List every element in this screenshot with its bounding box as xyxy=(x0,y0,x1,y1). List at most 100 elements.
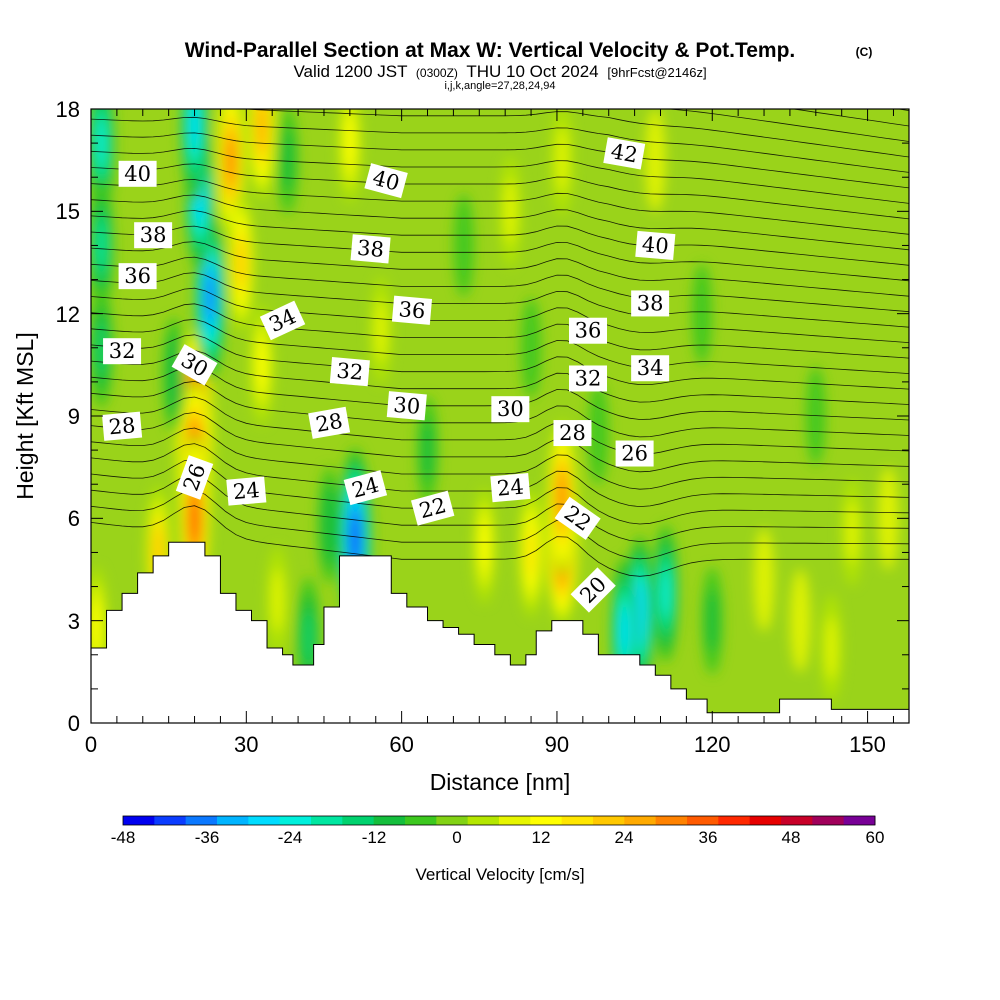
colorbar-swatch xyxy=(248,816,281,825)
isentrope-line xyxy=(91,303,909,359)
contour-label: 24 xyxy=(490,473,531,503)
contour-label-box xyxy=(410,490,455,526)
colorbar-swatch xyxy=(436,816,469,825)
y-tick-label: 3 xyxy=(68,609,80,634)
velocity-feature xyxy=(324,498,335,552)
velocity-feature xyxy=(96,118,106,168)
velocity-feature xyxy=(350,514,360,564)
contour-label: 22 xyxy=(410,490,455,526)
contour-label-box xyxy=(491,396,530,423)
contour-label-box xyxy=(615,440,654,467)
y-axis-title: Height [Kft MSL] xyxy=(12,332,38,499)
colorbar-tick-label: -36 xyxy=(195,828,220,847)
contour-label-text: 32 xyxy=(109,339,136,363)
valid-time: Valid 1200 JST xyxy=(293,62,407,81)
contour-label-box xyxy=(364,163,408,199)
contour-label: 28 xyxy=(308,406,351,439)
colorbar-tick-label: -12 xyxy=(362,828,387,847)
colorbar-swatch xyxy=(311,816,343,825)
velocity-feature xyxy=(256,337,268,393)
velocity-feature xyxy=(845,500,859,564)
velocity-feature xyxy=(236,238,246,287)
isentrope-line xyxy=(91,179,909,235)
isentrope-line xyxy=(665,109,909,142)
isentrope-line xyxy=(91,489,909,560)
colorbar-swatch xyxy=(655,816,688,825)
contour-label: 28 xyxy=(102,411,143,441)
chart-subtitle: Valid 1200 JST (0300Z) THU 10 Oct 2024 [… xyxy=(293,62,706,81)
isentrope-line xyxy=(91,380,909,438)
contour-label-text: 42 xyxy=(609,139,639,167)
velocity-feature xyxy=(706,588,719,653)
contour-label-box xyxy=(308,406,351,439)
contour-label-text: 30 xyxy=(392,393,421,419)
contour-label: 38 xyxy=(631,290,670,317)
contour-label-text: 24 xyxy=(496,475,525,501)
contour-label: 30 xyxy=(386,391,427,421)
contour-label-text: 38 xyxy=(140,223,167,247)
contour-label-box xyxy=(134,222,173,249)
isentrope-line xyxy=(91,210,909,266)
terrain-mask xyxy=(91,541,909,723)
contour-label: 28 xyxy=(553,420,592,447)
velocity-feature xyxy=(790,569,811,673)
y-tick-label: 18 xyxy=(56,97,80,122)
isentrope-line xyxy=(91,318,909,374)
contour-label-text: 40 xyxy=(641,232,670,258)
colorbar-tick-label: 0 xyxy=(452,828,461,847)
contour-label-box xyxy=(631,355,670,382)
colorbar-swatch xyxy=(217,816,249,825)
contour-label-box xyxy=(175,455,214,500)
isentrope-line xyxy=(91,412,909,473)
y-tick-label: 6 xyxy=(68,506,80,531)
isentrope-line xyxy=(91,334,909,390)
valid-date: THU 10 Oct 2024 xyxy=(466,62,598,81)
contour-label-box xyxy=(226,476,267,506)
potential-temperature-contours xyxy=(91,109,909,577)
contour-label: 32 xyxy=(329,357,370,387)
velocity-feature xyxy=(878,466,899,570)
contour-label-box xyxy=(569,317,608,344)
contour-label: 40 xyxy=(635,230,676,261)
contour-label-text: 24 xyxy=(232,478,261,504)
velocity-feature xyxy=(190,109,199,151)
velocity-feature xyxy=(205,272,215,321)
colorbar-tick-label: -24 xyxy=(278,828,303,847)
colorbar-swatch xyxy=(718,816,751,825)
velocity-feature xyxy=(271,568,284,632)
colorbar-swatch xyxy=(749,816,782,825)
contour-label: 32 xyxy=(569,365,608,392)
contour-label: 40 xyxy=(364,163,408,199)
colorbar-swatch xyxy=(373,816,406,825)
contour-label-text: 36 xyxy=(124,264,151,288)
contour-label-text: 26 xyxy=(621,442,648,466)
contour-label-box xyxy=(171,344,218,386)
velocity-feature xyxy=(588,381,609,485)
contour-label-box xyxy=(631,290,670,317)
contour-label: 24 xyxy=(226,476,267,506)
contour-label-text: 28 xyxy=(314,409,344,437)
isentrope-line xyxy=(91,225,909,282)
colorbar-frame xyxy=(122,815,876,826)
isentrope-line xyxy=(91,147,909,204)
axis-ticks xyxy=(90,108,909,724)
contour-label-box xyxy=(635,230,676,261)
isentrope-line xyxy=(91,241,909,297)
contour-label-box xyxy=(603,137,646,170)
velocity-feature xyxy=(555,127,569,194)
y-tick-label: 0 xyxy=(68,711,80,736)
velocity-feature xyxy=(479,519,490,573)
contour-label: 38 xyxy=(350,234,391,264)
colorbar-swatch xyxy=(405,816,437,825)
contour-label: 36 xyxy=(391,295,433,325)
y-tick-label: 9 xyxy=(68,404,80,429)
y-tick-label: 12 xyxy=(56,302,80,327)
contour-label-text: 38 xyxy=(356,236,385,262)
utc-time: (0300Z) xyxy=(416,66,458,80)
contour-label-box xyxy=(102,411,143,441)
velocity-feature xyxy=(374,298,388,363)
x-tick-label: 120 xyxy=(694,732,731,757)
colorbar-swatch xyxy=(499,816,531,825)
contour-label-box xyxy=(350,234,391,264)
contour-label-text: 32 xyxy=(575,366,602,390)
